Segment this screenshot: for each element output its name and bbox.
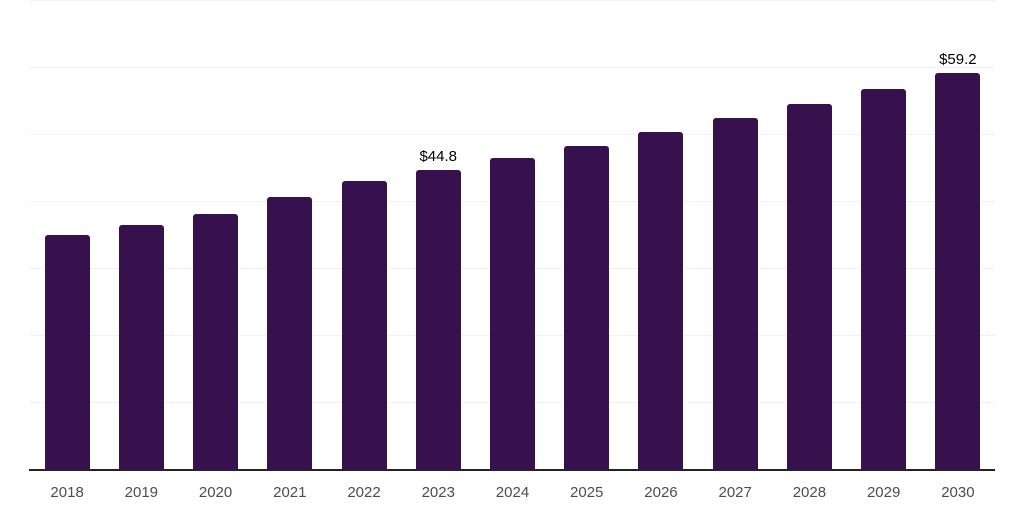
bar-2030 <box>935 73 981 470</box>
bar-2029 <box>861 88 907 470</box>
bar-2028 <box>786 104 832 470</box>
bar-2021 <box>267 197 313 470</box>
bar-2026 <box>638 132 684 470</box>
x-tick-2018: 2018 <box>50 484 84 501</box>
x-tick-2027: 2027 <box>718 484 752 501</box>
x-tick-2028: 2028 <box>792 484 827 501</box>
bar-2022 <box>341 181 387 470</box>
x-tick-2024: 2024 <box>495 484 530 501</box>
bar-2024 <box>490 158 535 470</box>
gridline-60 <box>30 67 995 68</box>
x-tick-2019: 2019 <box>124 484 159 501</box>
x-axis-labels: 2018 2019 2020 2021 2022 2023 2024 2025 2026 2027… <box>30 483 995 503</box>
bar-2018 <box>44 234 90 470</box>
x-tick-2021: 2021 <box>273 484 307 501</box>
x-axis-line <box>29 469 995 471</box>
x-tick-2030: 2030 <box>941 484 975 501</box>
bar-2023 <box>415 169 461 470</box>
x-tick-2026: 2026 <box>644 484 678 501</box>
plot-area: $44.8 $59.2 <box>29 0 995 471</box>
data-label-2023: $44.8 <box>419 147 458 165</box>
x-tick-2025: 2025 <box>570 484 604 501</box>
gridline-70 <box>30 0 995 1</box>
bar-2019 <box>118 224 164 470</box>
gridline-50 <box>30 134 995 135</box>
x-tick-2029: 2029 <box>866 484 901 501</box>
x-tick-2023: 2023 <box>421 484 455 501</box>
bar-2020 <box>193 214 239 470</box>
bar-2027 <box>712 118 758 470</box>
bar-2025 <box>564 145 610 470</box>
x-tick-2020: 2020 <box>198 484 233 501</box>
data-label-2030: $59.2 <box>939 51 977 69</box>
x-tick-2022: 2022 <box>347 484 381 501</box>
